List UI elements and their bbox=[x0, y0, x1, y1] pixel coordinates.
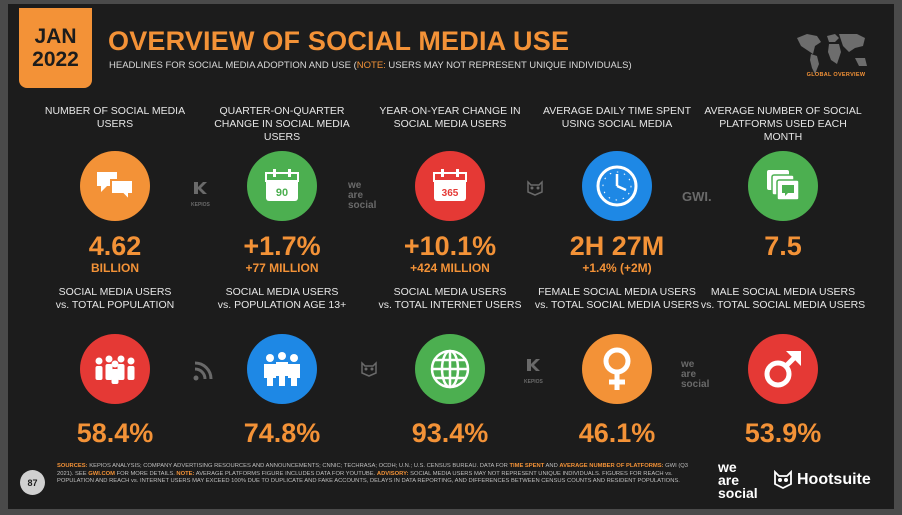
stat-vs-total-population: SOCIAL MEDIA USERS vs. TOTAL POPULATION 5… bbox=[31, 286, 199, 448]
kepios-logo-icon bbox=[194, 182, 208, 194]
page-subtitle: HEADLINES FOR SOCIAL MEDIA ADOPTION AND … bbox=[109, 60, 632, 71]
hootsuite-watermark-2 bbox=[360, 361, 378, 380]
map-label: GLOBAL OVERVIEW bbox=[806, 72, 866, 78]
stat-yoy-change: YEAR-ON-YEAR CHANGE IN SOCIAL MEDIA USER… bbox=[366, 105, 534, 276]
page-number: 87 bbox=[20, 470, 45, 495]
stat-label: SOCIAL MEDIA USERS vs. TOTAL POPULATION bbox=[55, 286, 175, 311]
stat-subvalue: +1.4% (+2M) bbox=[582, 261, 652, 275]
page-title: OVERVIEW OF SOCIAL MEDIA USE bbox=[108, 26, 570, 56]
stat-label: FEMALE SOCIAL MEDIA USERS vs. TOTAL SOCIA… bbox=[534, 286, 700, 311]
kepios-logo-icon bbox=[527, 359, 541, 371]
stat-social-media-users: NUMBER OF SOCIAL MEDIA USERS 4.62 BILLIO… bbox=[31, 105, 199, 276]
stat-value: +1.7% bbox=[243, 231, 321, 261]
calendar-365-icon: 365 bbox=[415, 151, 485, 221]
stat-value: 93.4% bbox=[411, 418, 489, 448]
was-watermark-2: we are social bbox=[681, 359, 710, 390]
hootsuite-watermark-1 bbox=[526, 180, 544, 199]
kepios-watermark-2: KEPIOS bbox=[524, 357, 543, 387]
owl-icon bbox=[361, 361, 377, 377]
calendar-90-text: 90 bbox=[276, 187, 288, 199]
stat-daily-time: AVERAGE DAILY TIME SPENT USING SOCIAL ME… bbox=[533, 105, 701, 276]
stat-value: 4.62 bbox=[88, 231, 142, 261]
stat-avg-platforms: AVERAGE NUMBER OF SOCIAL PLATFORMS USED … bbox=[699, 105, 867, 261]
adults-icon bbox=[247, 334, 317, 404]
female-symbol-icon bbox=[582, 334, 652, 404]
stat-label: AVERAGE NUMBER OF SOCIAL PLATFORMS USED … bbox=[704, 105, 862, 143]
stat-male-users: MALE SOCIAL MEDIA USERS vs. TOTAL SOCIAL … bbox=[699, 286, 867, 448]
stat-value: 58.4% bbox=[76, 418, 154, 448]
male-symbol-icon bbox=[748, 334, 818, 404]
stat-female-users: FEMALE SOCIAL MEDIA USERS vs. TOTAL SOCIA… bbox=[533, 286, 701, 448]
owl-icon bbox=[774, 470, 792, 490]
hootsuite-logo: Hootsuite bbox=[773, 470, 871, 490]
world-map-icon bbox=[797, 34, 867, 74]
stat-subvalue: +77 MILLION bbox=[245, 261, 319, 275]
stat-qoq-change: QUARTER-ON-QUARTER CHANGE IN SOCIAL MEDI… bbox=[198, 105, 366, 276]
stat-value: 2H 27M bbox=[569, 231, 665, 261]
signal-icon bbox=[193, 361, 213, 381]
stat-subvalue: BILLION bbox=[91, 261, 139, 275]
stat-vs-internet-users: SOCIAL MEDIA USERS vs. TOTAL INTERNET USE… bbox=[366, 286, 534, 448]
chat-bubbles-icon bbox=[80, 151, 150, 221]
date-month: JAN bbox=[34, 25, 77, 48]
stat-value: +10.1% bbox=[403, 231, 497, 261]
stat-label: NUMBER OF SOCIAL MEDIA USERS bbox=[44, 105, 186, 130]
rss-watermark bbox=[191, 361, 213, 386]
stat-label: AVERAGE DAILY TIME SPENT USING SOCIAL ME… bbox=[542, 105, 691, 130]
stat-label: YEAR-ON-YEAR CHANGE IN SOCIAL MEDIA USER… bbox=[379, 105, 521, 130]
we-are-social-logo: we are social bbox=[718, 459, 758, 501]
date-badge: JAN 2022 bbox=[19, 8, 92, 88]
stat-label: QUARTER-ON-QUARTER CHANGE IN SOCIAL MEDI… bbox=[214, 105, 350, 143]
stacked-platforms-icon bbox=[748, 151, 818, 221]
stat-label: SOCIAL MEDIA USERS vs. POPULATION AGE 13+ bbox=[217, 286, 347, 311]
clock-icon bbox=[582, 151, 652, 221]
stat-value: 74.8% bbox=[243, 418, 321, 448]
gwi-watermark: GWI. bbox=[682, 189, 712, 204]
stat-label: MALE SOCIAL MEDIA USERS vs. TOTAL SOCIAL … bbox=[700, 286, 866, 311]
stat-vs-population-13plus: SOCIAL MEDIA USERS vs. POPULATION AGE 13+… bbox=[198, 286, 366, 448]
globe-icon bbox=[415, 334, 485, 404]
calendar-365-text: 365 bbox=[442, 188, 459, 199]
calendar-90-icon: 90 bbox=[247, 151, 317, 221]
crowd-icon bbox=[80, 334, 150, 404]
stat-value: 46.1% bbox=[578, 418, 656, 448]
stat-label: SOCIAL MEDIA USERS vs. TOTAL INTERNET USE… bbox=[378, 286, 522, 311]
slide: JAN 2022 OVERVIEW OF SOCIAL MEDIA USE HE… bbox=[8, 4, 894, 509]
footer-sources: SOURCES: KEPIOS ANALYSIS; COMPANY ADVERT… bbox=[57, 463, 689, 485]
kepios-watermark: KEPIOS bbox=[191, 180, 210, 210]
owl-icon bbox=[527, 180, 543, 196]
stat-subvalue: +424 MILLION bbox=[410, 261, 490, 275]
stat-value: 7.5 bbox=[764, 231, 802, 261]
was-watermark-1: we are social bbox=[348, 180, 377, 211]
date-year: 2022 bbox=[32, 48, 79, 71]
stat-value: 53.9% bbox=[744, 418, 822, 448]
